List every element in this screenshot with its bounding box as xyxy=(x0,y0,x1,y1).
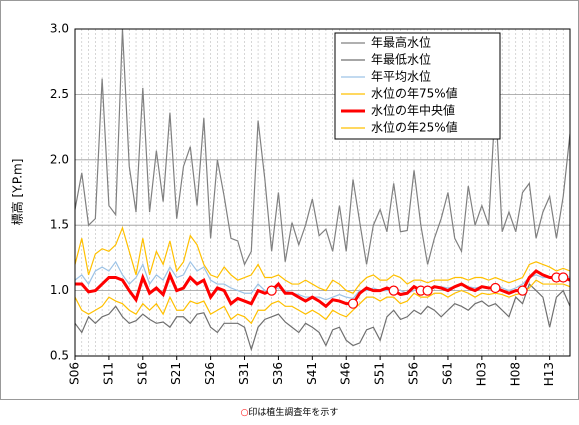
x-tick-label: S56 xyxy=(407,362,421,385)
survey-marker xyxy=(490,282,501,294)
survey-marker xyxy=(266,285,277,296)
series-line xyxy=(75,279,570,325)
legend-label: 水位の年25%値 xyxy=(371,120,458,135)
legend-label: 水位の年75%値 xyxy=(371,86,458,101)
survey-marker xyxy=(388,285,399,296)
x-tick-label: H13 xyxy=(542,362,556,386)
x-tick-label: H08 xyxy=(508,362,522,386)
plot xyxy=(75,29,570,352)
y-tick-label: 2.0 xyxy=(50,152,69,166)
y-tick-label: 3.0 xyxy=(50,22,69,36)
survey-marker xyxy=(347,298,359,309)
x-tick-label: S51 xyxy=(373,362,387,385)
plot-border xyxy=(74,28,571,357)
series-line xyxy=(75,269,570,309)
x-tick-label: S41 xyxy=(305,362,319,385)
survey-marker xyxy=(558,272,569,283)
legend-label: 年最低水位 xyxy=(371,52,431,67)
y-tick-label: 2.5 xyxy=(50,87,69,101)
series-line xyxy=(75,282,570,352)
footnote: ○印は植生調査年を示す xyxy=(240,408,339,418)
survey-marker xyxy=(422,285,433,296)
x-tick-label: S61 xyxy=(440,362,454,385)
x-tick-label: S11 xyxy=(101,362,115,385)
legend-label: 年最高水位 xyxy=(371,35,431,50)
y-tick-label: 0.5 xyxy=(50,349,69,363)
x-tick-label: S06 xyxy=(68,362,82,385)
x-tick-label: H03 xyxy=(474,362,488,386)
series-line xyxy=(75,29,570,267)
x-tick-label: S26 xyxy=(203,362,217,385)
x-tick-label: S21 xyxy=(169,362,183,385)
survey-marker xyxy=(517,285,528,296)
y-tick-label: 1.5 xyxy=(50,218,69,232)
x-tick-label: S31 xyxy=(237,362,251,385)
legend-box xyxy=(334,32,501,140)
legend-label: 年平均水位 xyxy=(371,69,431,84)
x-tick-label: S36 xyxy=(271,362,285,385)
x-tick-label: S16 xyxy=(135,362,149,385)
y-tick-label: 1.0 xyxy=(50,283,69,297)
y-axis-label: 標高 [Y.P.m] xyxy=(10,159,25,226)
x-tick-label: S46 xyxy=(339,362,353,385)
legend-label: 水位の年中央値 xyxy=(371,103,455,118)
series-line xyxy=(75,225,570,294)
